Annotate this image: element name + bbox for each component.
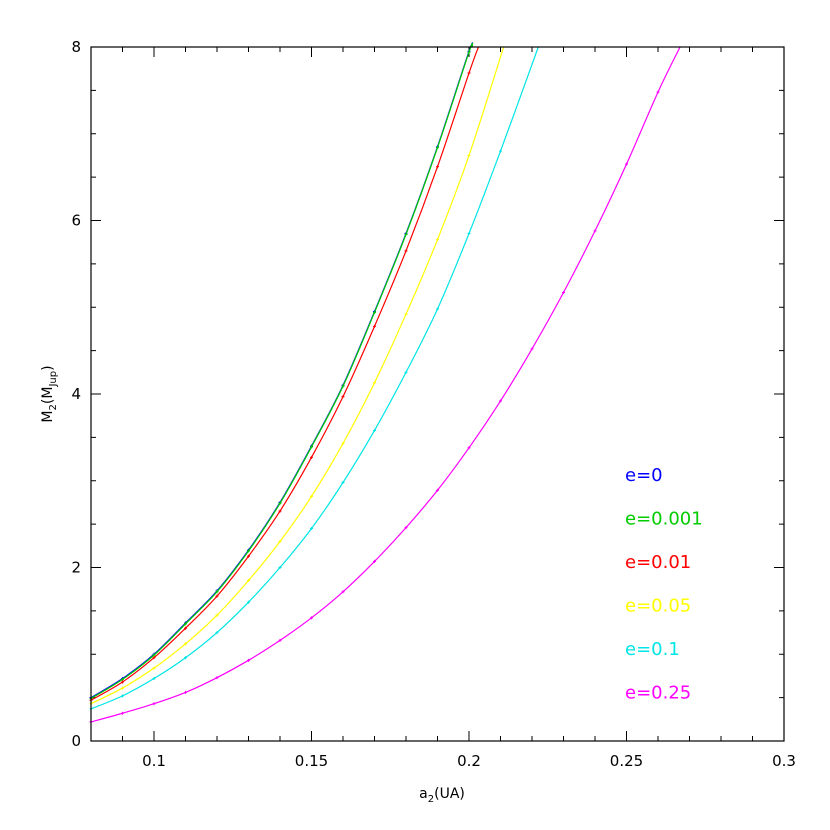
series-line-e-0 [90,42,474,699]
x-tick-label: 0.2 [457,752,481,770]
y-axis-label-mid: (M [40,387,56,405]
x-axis-label-sub: 2 [428,794,434,805]
series-line-e-0-05 [90,46,505,705]
series-e-0 [89,42,474,700]
legend-item-e-0-25: e=0.25 [625,683,691,704]
x-tick-label: 0.25 [610,752,643,770]
legend: e=0 e=0.001 e=0.01 e=0.05 e=0.1 e=0.25 [625,465,703,704]
y-axis-label-sub: 2 [48,404,59,410]
x-tick-label: 0.1 [142,752,166,770]
x-axis-label-rest: (UA) [434,786,465,802]
y-axis-label: M2(MJup) [40,365,59,422]
x-tick-label: 0.15 [295,752,328,770]
series-line-e-0-1 [90,46,539,710]
series-line-e-0-001 [90,42,474,700]
legend-item-e-0: e=0 [625,465,663,486]
y-tick-label: 0 [71,732,81,750]
series-e-0-05 [89,46,505,706]
y-tick-label: 6 [71,212,81,230]
series-line-e-0-25 [90,46,681,723]
y-axis-label-sub2: Jup [48,371,59,388]
x-axis-label-main: a [419,786,428,802]
legend-item-e-0-1: e=0.1 [625,639,680,660]
legend-item-e-0-001: e=0.001 [625,509,703,530]
x-axis-label: a2(UA) [419,786,465,805]
y-tick-label: 2 [71,559,81,577]
legend-item-e-0-05: e=0.05 [625,596,691,617]
series-line-e-0-01 [90,46,480,701]
x-tick-label: 0.3 [772,752,796,770]
series-e-0-001 [89,42,474,700]
series-e-0-01 [89,46,480,702]
series-e-0-1 [89,46,539,711]
y-tick-label: 8 [71,38,81,56]
legend-item-e-0-01: e=0.01 [625,552,691,573]
axis-ticks [90,46,785,742]
y-axis-label-main: M [40,410,56,422]
series-group [89,42,681,724]
plot-frame [90,46,785,742]
tick-labels: 0.1 0.15 0.2 0.25 0.3 0 2 4 6 8 [71,38,795,770]
y-axis-label-end: ) [40,365,56,370]
series-e-0-25 [89,46,681,724]
y-tick-label: 4 [71,385,81,403]
